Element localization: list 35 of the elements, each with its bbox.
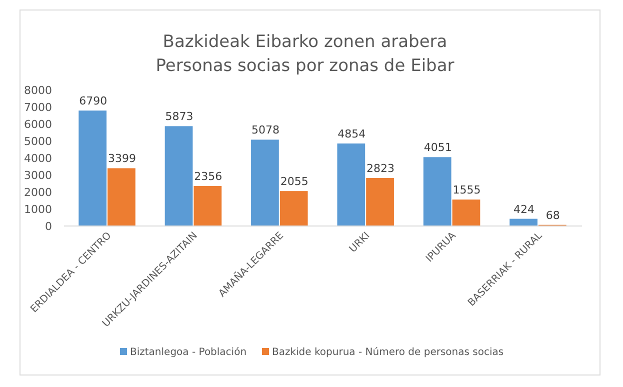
y-tick-label: 0: [45, 220, 52, 233]
bar: [251, 140, 279, 226]
legend-label: Biztanlegoa - Población: [130, 347, 247, 358]
bar: [78, 110, 107, 226]
data-label: 5873: [165, 110, 194, 124]
y-tick-label: 1000: [24, 203, 52, 216]
y-tick-label: 6000: [24, 118, 52, 131]
data-label: 2356: [194, 170, 222, 183]
bar: [194, 186, 222, 226]
y-tick-label: 5000: [24, 135, 52, 148]
y-tick-label: 4000: [24, 152, 52, 165]
data-label: 5078: [251, 124, 280, 137]
y-tick-label: 8000: [24, 84, 52, 97]
bar: [164, 126, 193, 226]
data-label: 4051: [424, 141, 452, 154]
y-tick-label: 3000: [24, 169, 52, 182]
y-tick-label: 7000: [24, 101, 52, 114]
data-label: 4854: [338, 127, 366, 140]
data-label: 424: [514, 202, 535, 216]
data-label: 2055: [280, 175, 308, 188]
bar: [366, 178, 394, 226]
bar: [280, 191, 308, 226]
bar: [510, 218, 538, 226]
legend-label: Bazkide kopurua - Número de personas socias: [272, 347, 504, 358]
bar: [423, 157, 452, 226]
bar: [452, 200, 480, 226]
data-label: 6790: [79, 94, 108, 108]
chart-title: Bazkideak Eibarko zonen arabera Personas socias por zonas de Eibar: [156, 32, 454, 76]
bar: [108, 168, 136, 226]
bar: [337, 143, 366, 226]
data-label: 2823: [366, 162, 395, 176]
y-tick-label: 2000: [24, 186, 52, 199]
data-label: 3399: [108, 152, 136, 166]
data-label: 1555: [452, 184, 481, 197]
data-label: 68: [546, 208, 560, 222]
